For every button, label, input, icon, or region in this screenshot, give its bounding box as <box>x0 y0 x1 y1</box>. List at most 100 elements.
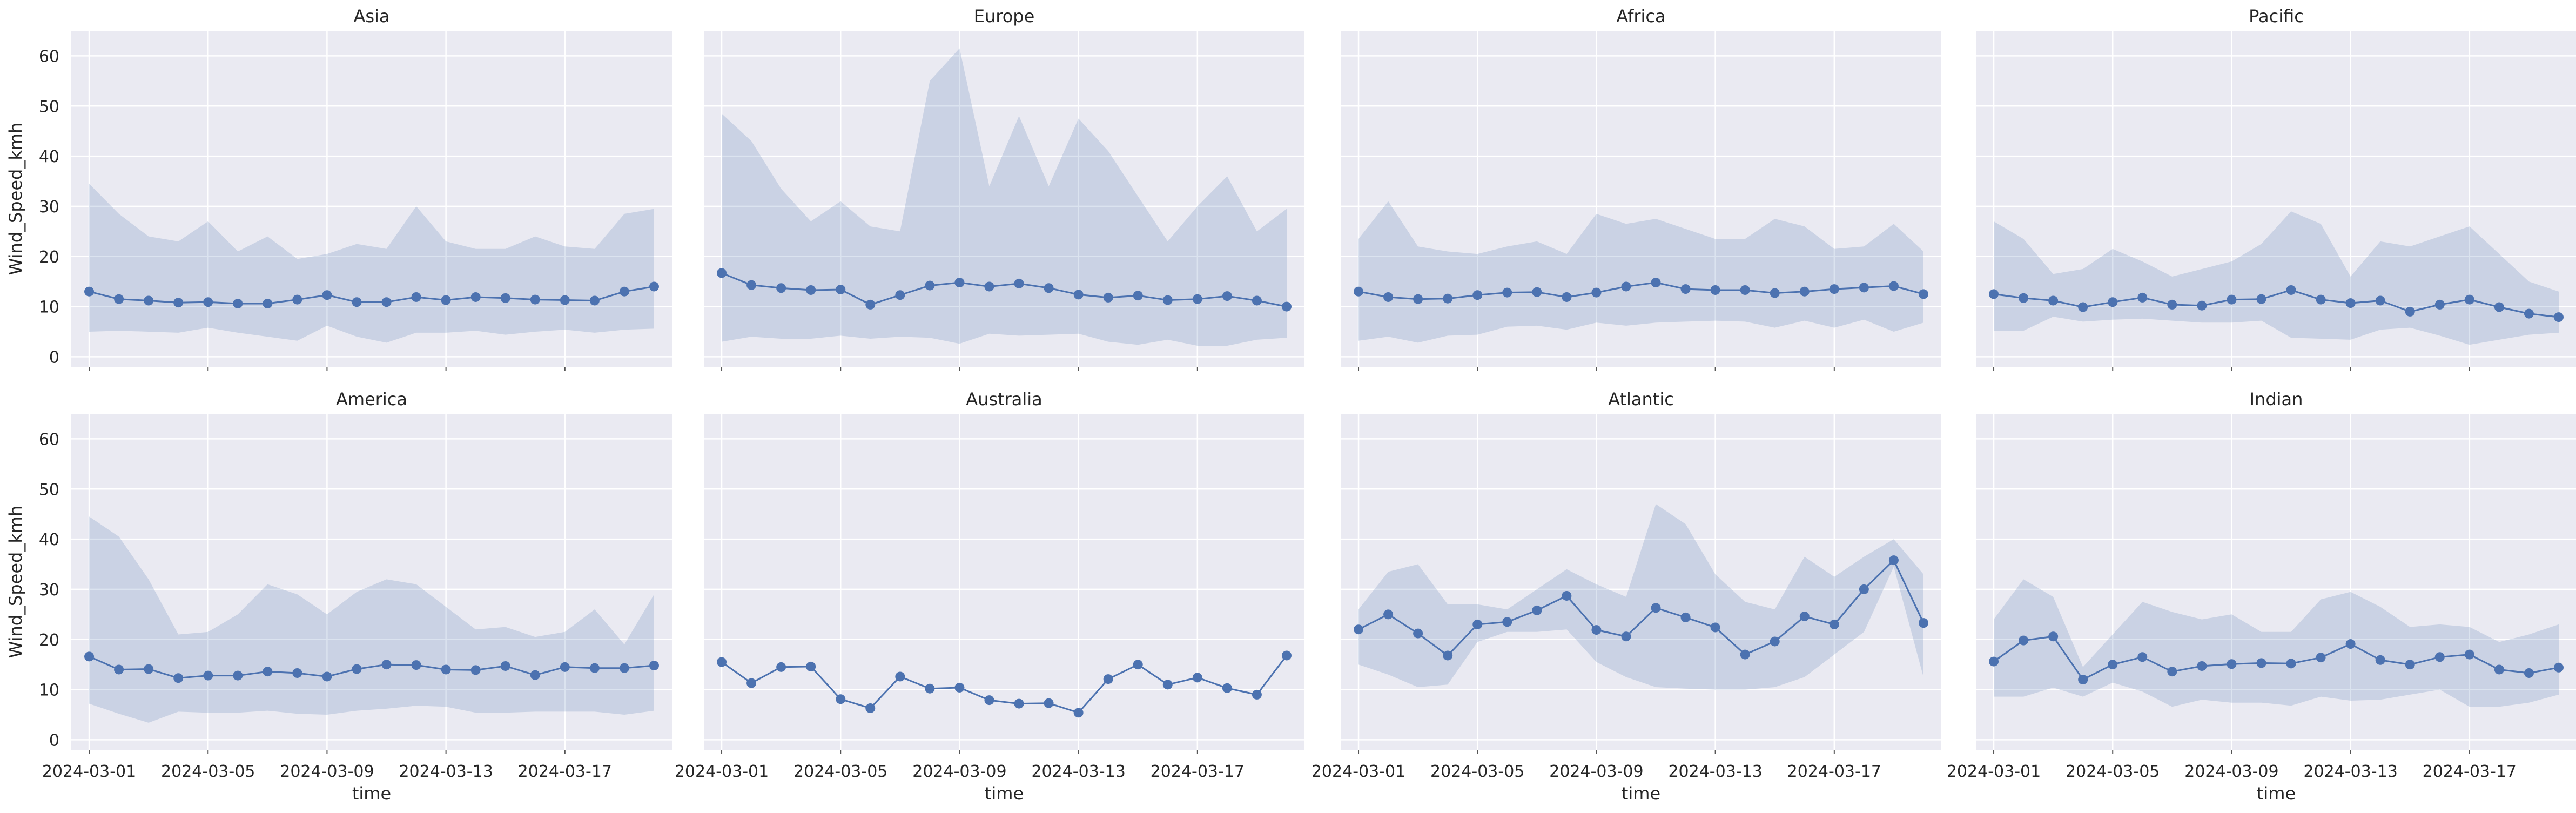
confidence-band <box>89 516 654 723</box>
plot-background <box>704 414 1304 750</box>
data-point <box>441 664 451 675</box>
data-point <box>1252 689 1262 700</box>
data-point <box>2048 631 2059 642</box>
data-point <box>776 283 786 293</box>
data-point <box>1472 290 1483 300</box>
y-tick-label: 30 <box>39 198 59 217</box>
x-tick-label: 2024-03-13 <box>399 762 493 781</box>
data-point <box>263 667 273 677</box>
data-point <box>1710 622 1720 633</box>
panel-title: Australia <box>966 389 1042 409</box>
confidence-band <box>1358 504 1923 690</box>
data-point <box>717 657 727 667</box>
series-line <box>1358 559 1925 657</box>
x-axis-label: time <box>985 783 1024 804</box>
data-point <box>500 661 510 671</box>
data-point <box>1740 285 1750 295</box>
series-line <box>1993 289 2559 318</box>
data-point <box>1073 290 1084 300</box>
data-point <box>1989 656 1999 667</box>
series-line <box>89 655 655 679</box>
data-point <box>1014 698 1024 709</box>
data-point <box>173 673 184 683</box>
data-point <box>1621 631 1631 642</box>
data-point <box>1133 660 1143 670</box>
x-axis-label: time <box>352 783 391 804</box>
data-point <box>1162 680 1173 690</box>
data-point <box>619 286 629 297</box>
data-point <box>2137 292 2148 303</box>
data-point <box>2197 661 2207 671</box>
data-point <box>1888 555 1899 566</box>
data-point <box>649 661 659 671</box>
data-point <box>144 295 154 306</box>
data-point <box>1651 278 1661 288</box>
x-tick-label: 2024-03-17 <box>518 762 612 781</box>
data-point <box>352 664 362 674</box>
data-point <box>530 294 540 305</box>
data-point <box>2524 668 2534 678</box>
data-point <box>1918 618 1928 628</box>
data-point <box>2078 675 2088 685</box>
data-point <box>836 285 846 295</box>
data-point <box>352 297 362 307</box>
x-tick-label: 2024-03-05 <box>1430 762 1524 781</box>
data-point <box>1133 291 1143 301</box>
data-point <box>1383 292 1394 302</box>
data-point <box>776 662 786 672</box>
y-tick-label: 0 <box>49 731 59 750</box>
confidence-band <box>722 48 1287 346</box>
data-point <box>1383 609 1394 620</box>
data-point <box>173 298 184 308</box>
data-point <box>1443 293 1453 304</box>
panel-atlantic: Atlantic 2024-03-01 2024-03-05 2024-03-09 20… <box>1311 389 1941 804</box>
data-point <box>1740 649 1750 660</box>
data-point <box>381 660 392 670</box>
data-point <box>2316 294 2326 305</box>
x-tick-label: 2024-03-05 <box>161 762 255 781</box>
data-point <box>984 695 994 706</box>
data-point <box>1989 289 1999 299</box>
data-point <box>1354 286 1364 297</box>
confidence-band <box>1994 211 2559 345</box>
data-point <box>1859 584 1869 594</box>
y-tick-label: 0 <box>49 348 59 367</box>
panel-title: Europe <box>974 6 1035 26</box>
data-point <box>322 671 332 682</box>
data-point <box>1502 617 1512 627</box>
panel-title: Indian <box>2250 389 2303 409</box>
y-tick-label: 30 <box>39 581 59 600</box>
series-line <box>721 272 1287 308</box>
data-point <box>1859 283 1869 293</box>
data-point <box>1044 698 1054 708</box>
data-point <box>2464 294 2474 305</box>
data-point <box>1532 287 1542 297</box>
data-point <box>717 268 727 278</box>
plot-background <box>71 31 672 367</box>
data-point <box>2375 655 2385 665</box>
x-tick-label: 2024-03-13 <box>1031 762 1125 781</box>
y-axis-label: Wind_Speed_kmh <box>5 506 26 659</box>
data-point <box>2434 299 2445 310</box>
x-tick-label: 2024-03-01 <box>675 762 769 781</box>
data-point <box>2019 635 2029 646</box>
data-point <box>1413 628 1423 639</box>
panel-title: Atlantic <box>1608 389 1674 409</box>
data-point <box>84 651 95 662</box>
data-point <box>144 664 154 674</box>
data-point <box>1710 285 1720 295</box>
data-point <box>1829 619 1839 629</box>
data-point <box>2167 667 2177 677</box>
data-point <box>1252 295 1262 306</box>
data-point <box>806 661 816 671</box>
data-point <box>560 662 570 672</box>
x-tick-label: 2024-03-01 <box>42 762 136 781</box>
data-point <box>203 670 213 681</box>
data-point <box>746 678 757 688</box>
x-tick-label: 2024-03-09 <box>280 762 374 781</box>
data-point <box>2553 662 2564 673</box>
data-point <box>925 683 935 694</box>
data-point <box>2078 302 2088 312</box>
data-point <box>1651 603 1661 613</box>
